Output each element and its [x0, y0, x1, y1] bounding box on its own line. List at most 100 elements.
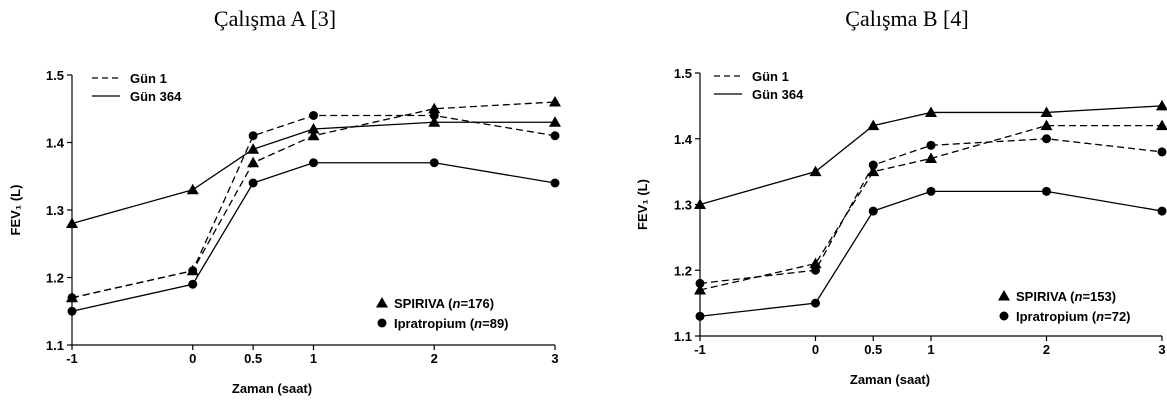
data-point-circle	[1157, 147, 1167, 157]
x-tick-label: -1	[694, 342, 706, 357]
data-point-triangle	[694, 283, 706, 295]
series-spiriva-day364	[694, 99, 1167, 209]
data-point-triangle	[247, 143, 260, 154]
y-tick-label: 1.4	[674, 132, 693, 147]
chart-title: Çalışma A [3]	[214, 6, 336, 31]
data-point-circle	[811, 298, 820, 308]
data-point-triangle	[925, 152, 937, 163]
data-point-circle	[868, 160, 878, 170]
data-point-triangle	[1040, 106, 1053, 117]
legend-n-symbol: n	[453, 296, 461, 311]
x-tick-label: 0.5	[864, 342, 882, 357]
legend-n-value: =153)	[1082, 289, 1116, 304]
data-point-triangle	[867, 165, 880, 177]
x-tick-label: 1	[310, 351, 317, 366]
legend-drug-name: Ipratropium (	[394, 316, 475, 331]
x-tick-label: 3	[1158, 342, 1165, 357]
data-point-triangle	[549, 96, 561, 107]
data-point-circle	[1042, 186, 1051, 196]
legend-circle-marker	[377, 318, 387, 328]
data-point-triangle	[307, 129, 320, 141]
series-spiriva-day1	[694, 119, 1167, 295]
data-point-circle	[926, 186, 936, 196]
data-point-triangle	[428, 102, 441, 114]
y-tick-label: 1.1	[674, 329, 692, 344]
y-tick-label: 1.5	[674, 66, 692, 81]
data-point-circle	[1157, 206, 1167, 216]
legend-marker-label: SPIRIVA (n=176)	[394, 296, 494, 311]
series-line	[71, 121, 555, 225]
data-point-circle	[926, 140, 936, 150]
legend-line-label: Gün 364	[752, 87, 804, 102]
data-point-triangle	[1040, 119, 1053, 131]
data-point-circle	[695, 311, 705, 321]
x-axis-label: Zaman (saat)	[850, 372, 930, 387]
chart-panel-study-a: Çalışma A [3] 1.1 1.2 1.3 1.4 1.5 -1 0 0.5 1 2 3 Zam…	[8, 6, 561, 396]
data-point-triangle	[307, 123, 320, 134]
data-point-triangle	[809, 165, 822, 177]
series-line	[699, 190, 1163, 317]
y-tick-label: 1.3	[46, 203, 64, 218]
data-point-triangle	[694, 198, 706, 209]
legend-n-value: =72)	[1104, 309, 1130, 324]
data-point-triangle	[247, 156, 260, 168]
series-line	[71, 114, 556, 299]
legend-drug-name: Ipratropium (	[1016, 309, 1097, 324]
data-point-circle	[811, 265, 820, 275]
legend-drug-name: SPIRIVA (	[394, 296, 453, 311]
chart-title: Çalışma B [4]	[845, 6, 968, 31]
data-point-circle	[248, 178, 258, 188]
y-tick-label: 1.3	[674, 198, 692, 213]
legend-marker-label: Ipratropium (n=72)	[1016, 309, 1131, 324]
y-tick-label: 1.1	[46, 338, 64, 353]
data-point-circle	[550, 178, 560, 188]
data-point-circle	[67, 306, 77, 316]
data-point-circle	[550, 131, 560, 141]
series-line	[71, 162, 556, 312]
data-point-circle	[248, 131, 258, 141]
data-point-triangle	[867, 119, 880, 131]
series-ipratropium-day364	[695, 186, 1167, 321]
data-point-triangle	[1156, 119, 1167, 131]
legend-drug-name: SPIRIVA (	[1016, 289, 1075, 304]
legend-n-symbol: n	[1075, 289, 1083, 304]
data-point-circle	[1042, 134, 1051, 144]
series-ipratropium-day1	[695, 134, 1167, 288]
series-ipratropium-day1	[67, 111, 560, 303]
data-point-circle	[309, 158, 318, 168]
data-point-circle	[695, 278, 705, 288]
y-tick-label: 1.2	[674, 263, 692, 278]
x-tick-label: 2	[1043, 342, 1050, 357]
y-axis-label: FEV₁ (L)	[635, 179, 650, 230]
series-line	[699, 138, 1163, 285]
data-point-triangle	[549, 116, 561, 127]
series-spiriva-day364	[66, 116, 561, 228]
x-tick-label: 0.5	[244, 351, 262, 366]
legend-triangle-marker	[376, 297, 388, 308]
y-tick-label: 1.2	[46, 271, 64, 286]
y-tick-label: 1.4	[46, 136, 65, 151]
data-point-triangle	[186, 183, 199, 195]
data-point-triangle	[66, 217, 78, 228]
legend-line-label: Gün 1	[130, 71, 167, 86]
chart-panel-study-b: Çalışma B [4] 1.1 1.2 1.3 1.4 1.5 -1 0 0.5 1 2 3 Zam…	[635, 6, 1167, 387]
legend-circle-marker	[999, 311, 1009, 321]
x-tick-label: 1	[927, 342, 934, 357]
y-axis-label: FEV₁ (L)	[8, 185, 23, 236]
legend-triangle-marker	[998, 290, 1010, 301]
legend-line-label: Gün 364	[130, 89, 182, 104]
data-point-circle	[868, 206, 878, 216]
x-axis-label: Zaman (saat)	[232, 381, 312, 396]
x-tick-label: 2	[431, 351, 438, 366]
data-point-circle	[188, 279, 198, 289]
legend-marker-label: Ipratropium (n=89)	[394, 316, 509, 331]
data-point-triangle	[925, 106, 937, 117]
data-point-circle	[188, 266, 198, 276]
data-point-triangle	[428, 116, 441, 127]
series-line	[699, 124, 1162, 291]
legend-n-value: =89)	[482, 316, 508, 331]
x-tick-label: 0	[189, 351, 196, 366]
legend-marker-label: SPIRIVA (n=153)	[1016, 289, 1116, 304]
y-tick-label: 1.5	[46, 68, 64, 83]
